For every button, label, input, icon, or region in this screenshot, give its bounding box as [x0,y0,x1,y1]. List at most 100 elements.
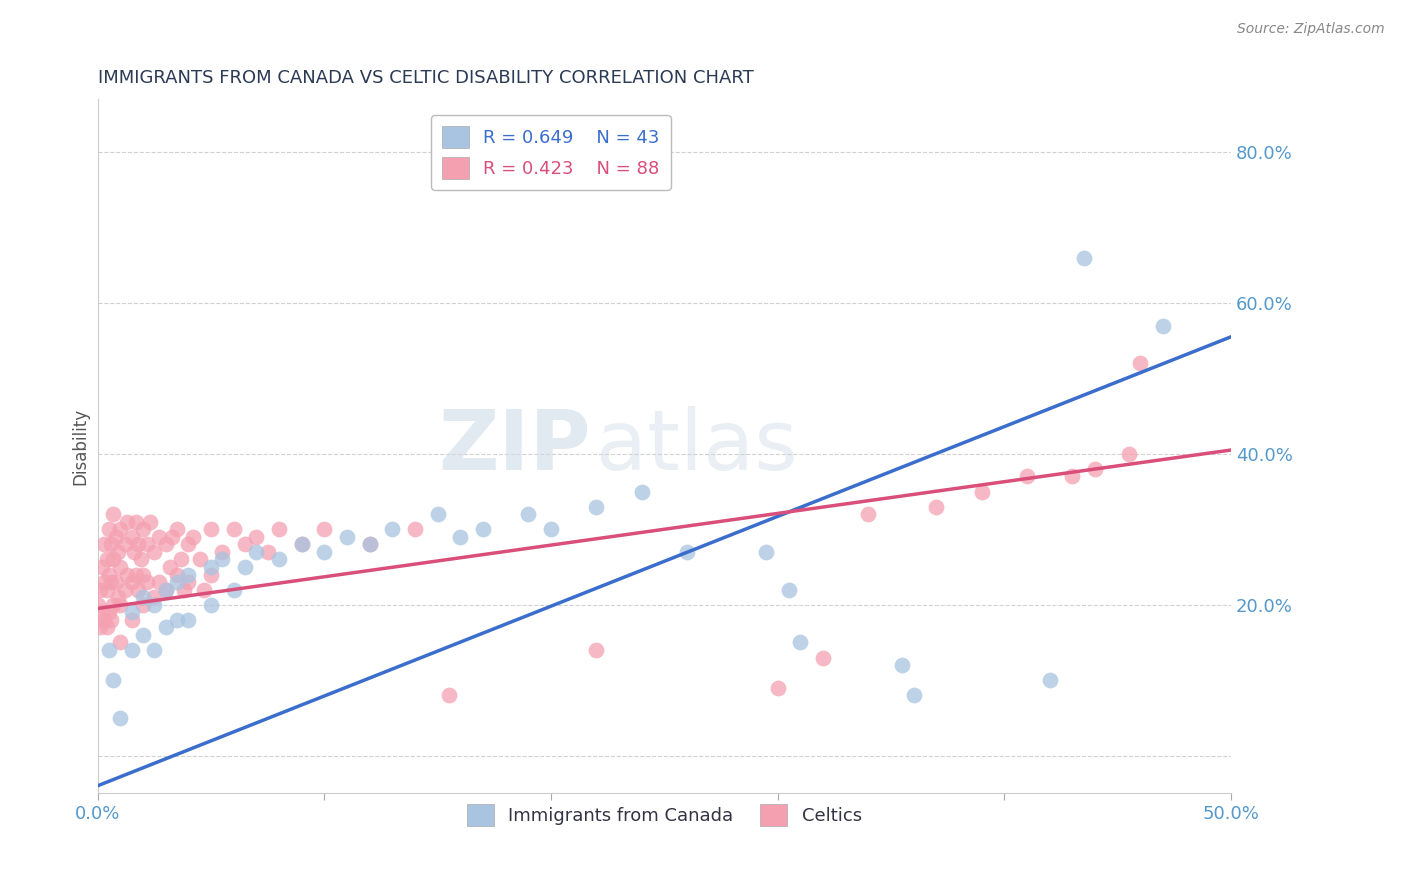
Point [100,537,122,551]
Point [103,598,125,612]
Point [181,530,204,544]
Point [426,507,449,521]
Point [166,575,188,590]
Point [166,567,188,582]
Point [778,582,800,597]
Point [200,522,222,536]
Point [1038,673,1060,688]
Point [129,552,152,566]
Point [267,552,290,566]
Point [115,515,138,529]
Point [1062,469,1084,483]
Point [267,522,290,536]
Point [166,522,188,536]
Point [127,582,149,597]
Point [177,537,200,551]
Point [336,530,359,544]
Point [359,537,381,551]
Point [159,560,181,574]
Point [245,545,267,559]
Point [1073,251,1095,265]
Point [585,500,607,514]
Point [132,628,155,642]
Point [630,484,652,499]
Point [245,530,267,544]
Point [121,613,143,627]
Point [89,620,111,634]
Point [856,507,879,521]
Point [891,658,914,673]
Point [96,582,118,597]
Point [121,605,143,619]
Point [143,643,166,657]
Point [93,575,115,590]
Point [314,522,336,536]
Point [170,552,193,566]
Point [110,522,132,536]
Point [97,567,120,582]
Legend: Immigrants from Canada, Celtics: Immigrants from Canada, Celtics [460,797,869,833]
Point [211,552,233,566]
Point [91,605,114,619]
Point [314,545,336,559]
Point [359,537,381,551]
Point [110,598,132,612]
Point [121,643,143,657]
Point [970,484,993,499]
Point [100,575,122,590]
Point [193,582,215,597]
Point [290,537,312,551]
Point [114,582,136,597]
Point [132,567,155,582]
Point [107,590,129,604]
Point [540,522,562,536]
Point [121,530,143,544]
Point [177,613,200,627]
Point [200,567,222,582]
Point [103,507,125,521]
Point [136,537,159,551]
Point [177,567,200,582]
Point [122,545,145,559]
Point [96,620,118,634]
Text: Source: ZipAtlas.com: Source: ZipAtlas.com [1237,22,1385,37]
Point [200,560,222,574]
Point [211,545,233,559]
Point [104,530,127,544]
Point [755,545,778,559]
Point [132,598,155,612]
Point [517,507,540,521]
Point [143,598,166,612]
Point [1015,469,1038,483]
Point [233,537,256,551]
Point [97,605,120,619]
Point [1118,447,1140,461]
Point [89,582,111,597]
Point [100,613,122,627]
Point [155,537,177,551]
Point [811,650,834,665]
Text: IMMIGRANTS FROM CANADA VS CELTIC DISABILITY CORRELATION CHART: IMMIGRANTS FROM CANADA VS CELTIC DISABIL… [97,69,754,87]
Point [449,530,471,544]
Point [471,522,494,536]
Point [155,582,177,597]
Point [148,530,170,544]
Point [233,560,256,574]
Point [166,613,188,627]
Point [1129,356,1152,370]
Point [103,552,125,566]
Point [110,711,132,725]
Point [173,582,195,597]
Point [93,613,115,627]
Point [766,681,789,695]
Point [93,537,115,551]
Point [132,590,155,604]
Point [789,635,811,649]
Point [437,688,460,702]
Point [188,552,211,566]
Point [200,598,222,612]
Point [143,545,166,559]
Point [404,522,426,536]
Point [104,575,127,590]
Point [96,552,118,566]
